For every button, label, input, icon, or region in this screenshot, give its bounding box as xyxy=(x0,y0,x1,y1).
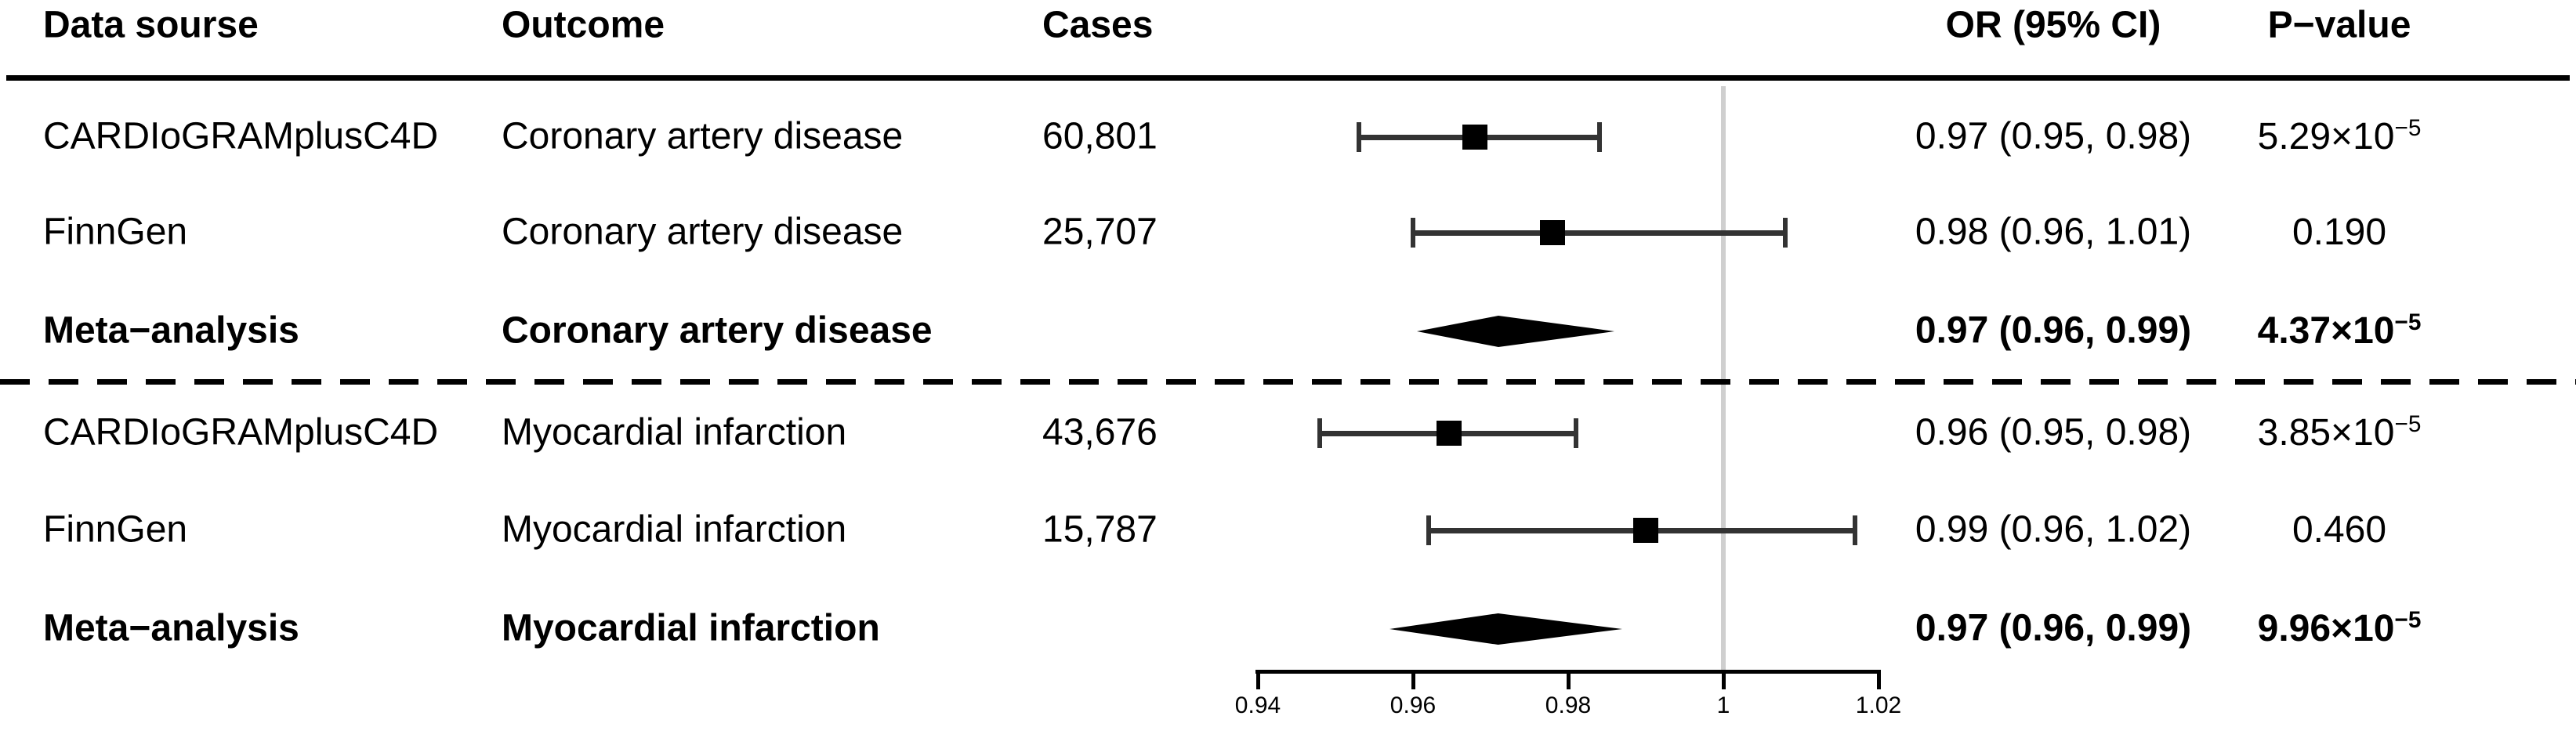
p-value-base: 3.85×10 xyxy=(2257,412,2395,454)
p-value-exponent: −5 xyxy=(2394,411,2422,438)
x-axis-tick xyxy=(1566,674,1571,689)
x-axis-tick xyxy=(1255,674,1260,689)
cell-p-value-meta: 4.37×10−5 xyxy=(2257,309,2422,353)
header-data-source: Data sourse xyxy=(43,4,259,46)
x-axis-line xyxy=(1255,670,1881,674)
cell-cases: 60,801 xyxy=(1042,115,1158,157)
header-p-value: P−value xyxy=(2267,4,2411,46)
ci-cap-right xyxy=(1596,122,1602,152)
cell-p-value: 5.29×10−5 xyxy=(2257,115,2422,158)
cell-source: CARDIoGRAMplusC4D xyxy=(43,411,439,454)
meta-analysis-diamond xyxy=(1416,316,1615,347)
x-axis-tick-label: 0.94 xyxy=(1234,692,1281,718)
ci-line xyxy=(1413,230,1786,236)
cell-source-meta: Meta−analysis xyxy=(43,607,299,649)
cell-cases: 25,707 xyxy=(1042,211,1158,253)
x-axis-tick-label: 0.98 xyxy=(1545,692,1592,718)
cell-or-ci: 0.98 (0.96, 1.01) xyxy=(1915,211,2192,253)
p-value-exponent: −5 xyxy=(2394,115,2422,142)
cell-outcome: Coronary artery disease xyxy=(502,115,904,157)
x-axis-tick-label: 1 xyxy=(1716,692,1730,718)
p-value-exponent: −5 xyxy=(2394,607,2422,634)
cell-or-ci: 0.99 (0.96, 1.02) xyxy=(1915,508,2192,551)
point-estimate-square xyxy=(1540,220,1566,245)
cell-p-value: 0.460 xyxy=(2292,509,2386,551)
x-axis-tick xyxy=(1876,674,1881,689)
header-outcome: Outcome xyxy=(502,4,665,46)
cell-outcome: Coronary artery disease xyxy=(502,211,904,253)
x-axis-tick-label: 1.02 xyxy=(1855,692,1902,718)
cell-p-value: 3.85×10−5 xyxy=(2257,411,2422,454)
p-value-base: 9.96×10 xyxy=(2257,608,2395,650)
x-axis-tick xyxy=(1721,674,1726,689)
p-value-base: 4.37×10 xyxy=(2257,310,2395,353)
point-estimate-square xyxy=(1462,125,1488,150)
ci-cap-right xyxy=(1783,218,1788,248)
cell-cases: 43,676 xyxy=(1042,411,1158,454)
cell-source: FinnGen xyxy=(43,211,188,253)
cell-p-value-meta: 9.96×10−5 xyxy=(2257,607,2422,650)
x-axis-tick xyxy=(1411,674,1415,689)
section-divider-dashed xyxy=(0,379,2576,385)
meta-analysis-diamond xyxy=(1389,613,1623,645)
plot-area: 0.94 0.96 0.98 1 1.02 xyxy=(1235,86,1901,718)
cell-or-ci: 0.96 (0.95, 0.98) xyxy=(1915,411,2192,454)
x-axis-tick-label: 0.96 xyxy=(1389,692,1437,718)
cell-outcome: Myocardial infarction xyxy=(502,411,847,454)
point-estimate-square xyxy=(1633,518,1658,543)
cell-or-ci-meta: 0.97 (0.96, 0.99) xyxy=(1915,607,2192,649)
header-or-ci: OR (95% CI) xyxy=(1945,4,2161,46)
ci-cap-left xyxy=(1411,218,1415,248)
p-value-base: 0.460 xyxy=(2292,509,2387,551)
p-value-exponent: −5 xyxy=(2394,309,2422,336)
ci-cap-left xyxy=(1317,418,1323,448)
ci-cap-right xyxy=(1853,515,1858,545)
point-estimate-square xyxy=(1436,421,1462,446)
cell-outcome-meta: Myocardial infarction xyxy=(502,607,880,649)
ci-cap-left xyxy=(1426,515,1431,545)
ci-cap-left xyxy=(1356,122,1361,152)
header-cases: Cases xyxy=(1042,4,1154,46)
cell-outcome-meta: Coronary artery disease xyxy=(502,309,933,352)
cell-source: CARDIoGRAMplusC4D xyxy=(43,115,439,157)
cell-or-ci-meta: 0.97 (0.96, 0.99) xyxy=(1915,309,2192,352)
cell-source-meta: Meta−analysis xyxy=(43,309,299,352)
cell-cases: 15,787 xyxy=(1042,508,1158,551)
cell-p-value: 0.190 xyxy=(2292,212,2386,254)
cell-or-ci: 0.97 (0.95, 0.98) xyxy=(1915,115,2192,157)
ci-cap-right xyxy=(1573,418,1578,448)
header-rule xyxy=(6,75,2570,81)
p-value-base: 5.29×10 xyxy=(2257,116,2395,158)
cell-outcome: Myocardial infarction xyxy=(502,508,847,551)
p-value-base: 0.190 xyxy=(2292,212,2387,254)
cell-source: FinnGen xyxy=(43,508,188,551)
